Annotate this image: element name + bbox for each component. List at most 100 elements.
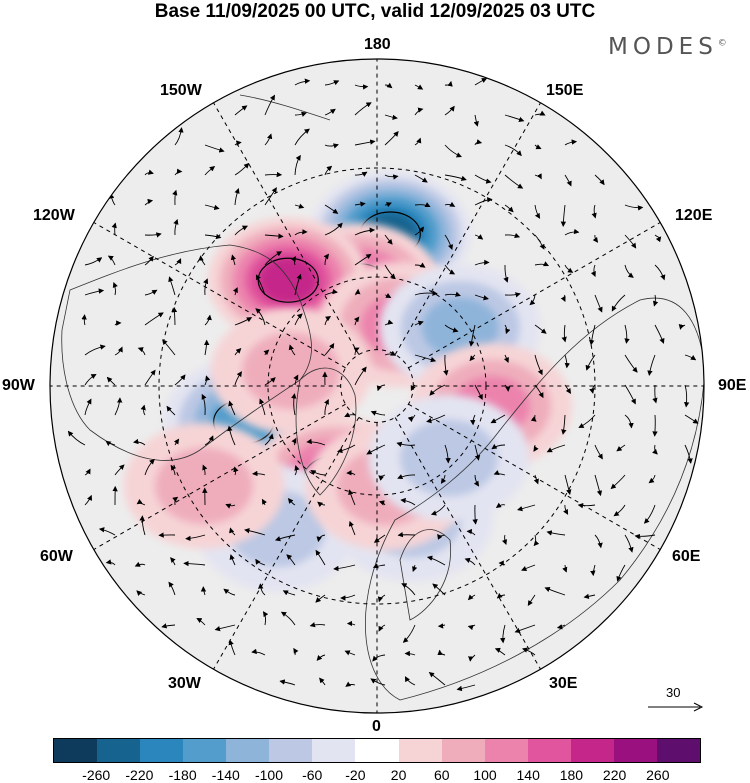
wind-vector: [444, 201, 456, 207]
wind-vector: [204, 204, 220, 211]
wind-vector: [474, 78, 488, 86]
colorbar-tick-label: -60: [302, 767, 323, 783]
wind-vector: [564, 264, 574, 273]
wind-vector: [139, 515, 146, 536]
wind-vector: [234, 187, 240, 206]
greenland-coast: [295, 367, 357, 496]
wind-vector: [170, 557, 176, 566]
wind-vector: [384, 319, 394, 326]
wind-vector: [404, 650, 416, 657]
wind-vector: [264, 251, 283, 266]
wind-vector: [470, 414, 476, 426]
wind-vector: [354, 253, 372, 266]
meridian-line: [408, 403, 661, 550]
wind-vector: [474, 139, 483, 146]
wind-vector: [401, 583, 416, 596]
wind-vector: [162, 339, 176, 356]
wind-vector: [344, 412, 356, 418]
wind-vector: [173, 438, 180, 446]
wind-vector: [84, 398, 92, 416]
lon-label-150e: 150E: [546, 82, 584, 99]
wind-vector: [504, 384, 511, 392]
wind-vector: [384, 202, 392, 208]
wind-vector: [279, 679, 296, 686]
wind-vector: [337, 444, 356, 454]
wind-vector: [185, 534, 206, 542]
wind-vector: [294, 203, 305, 209]
wind-vector: [592, 234, 599, 243]
meridian-line: [213, 417, 360, 670]
wind-vector: [340, 594, 356, 601]
wind-vector: [590, 264, 596, 277]
wind-vector: [264, 133, 273, 146]
wind-vector: [624, 264, 634, 278]
wind-vector: [234, 105, 248, 116]
wind-vector: [84, 374, 97, 386]
wind-vector: [430, 504, 446, 516]
wind-vector: [324, 80, 340, 86]
wind-vector: [397, 474, 416, 480]
wind-vector: [414, 137, 422, 146]
wind-vector: [414, 107, 424, 116]
wind-vector: [144, 232, 162, 238]
wind-vector: [429, 384, 446, 396]
wind-vector: [624, 384, 636, 405]
wind-vector: [564, 174, 572, 187]
wind-vector: [472, 504, 478, 525]
wind-vector: [647, 354, 656, 376]
wind-vector: [378, 474, 386, 481]
wind-vector: [378, 624, 386, 632]
wind-vector: [384, 131, 399, 146]
wind-vector: [527, 594, 536, 607]
wind-vector: [384, 350, 397, 356]
wind-vector: [521, 564, 536, 571]
wind-vector: [309, 622, 326, 628]
wind-vector: [261, 498, 267, 506]
wind-vector: [594, 174, 605, 186]
wind-vector: [456, 684, 476, 692]
wind-vector: [232, 287, 238, 296]
wind-vector: [174, 127, 184, 146]
wind-vector: [560, 294, 566, 303]
wind-vector: [354, 227, 376, 236]
wind-vector: [378, 500, 386, 506]
wind-vector: [654, 264, 666, 281]
wind-vector: [504, 174, 524, 189]
alaska-coast: [239, 94, 331, 121]
wind-vector: [414, 290, 438, 296]
lon-label-90w: 90W: [2, 377, 35, 394]
wind-vector: [521, 647, 536, 656]
wind-vector: [227, 425, 236, 446]
wind-vector: [624, 204, 644, 211]
wind-vector: [84, 288, 105, 296]
wind-vector: [414, 226, 425, 236]
wind-vector: [264, 233, 284, 239]
wind-vector: [474, 234, 484, 240]
wind-vector: [354, 84, 369, 90]
wind-vector: [323, 253, 330, 266]
wind-vector: [353, 316, 360, 326]
wind-vector: [370, 410, 386, 416]
wind-vector: [648, 474, 656, 484]
wind-vector: [407, 414, 416, 423]
wind-vector: [426, 414, 446, 424]
wind-vector: [654, 234, 662, 243]
wind-vector: [290, 255, 296, 266]
wind-vector: [444, 105, 455, 116]
wind-vector: [234, 140, 242, 146]
wind-vector: [353, 347, 360, 356]
wind-vector: [562, 564, 568, 573]
wind-vector: [161, 623, 176, 629]
colorbar-tick-label: 220: [602, 767, 627, 783]
wind-vector: [444, 324, 459, 333]
wind-vector: [244, 528, 266, 536]
wind-vector: [144, 169, 154, 176]
wind-vector: [499, 624, 506, 644]
colorbar-tick-label: -140: [211, 767, 240, 783]
wind-vector: [324, 143, 339, 149]
colorbar-swatch: [140, 739, 184, 762]
meridian-line: [93, 222, 346, 369]
wind-vector: [504, 232, 521, 238]
wind-vector: [534, 110, 546, 116]
